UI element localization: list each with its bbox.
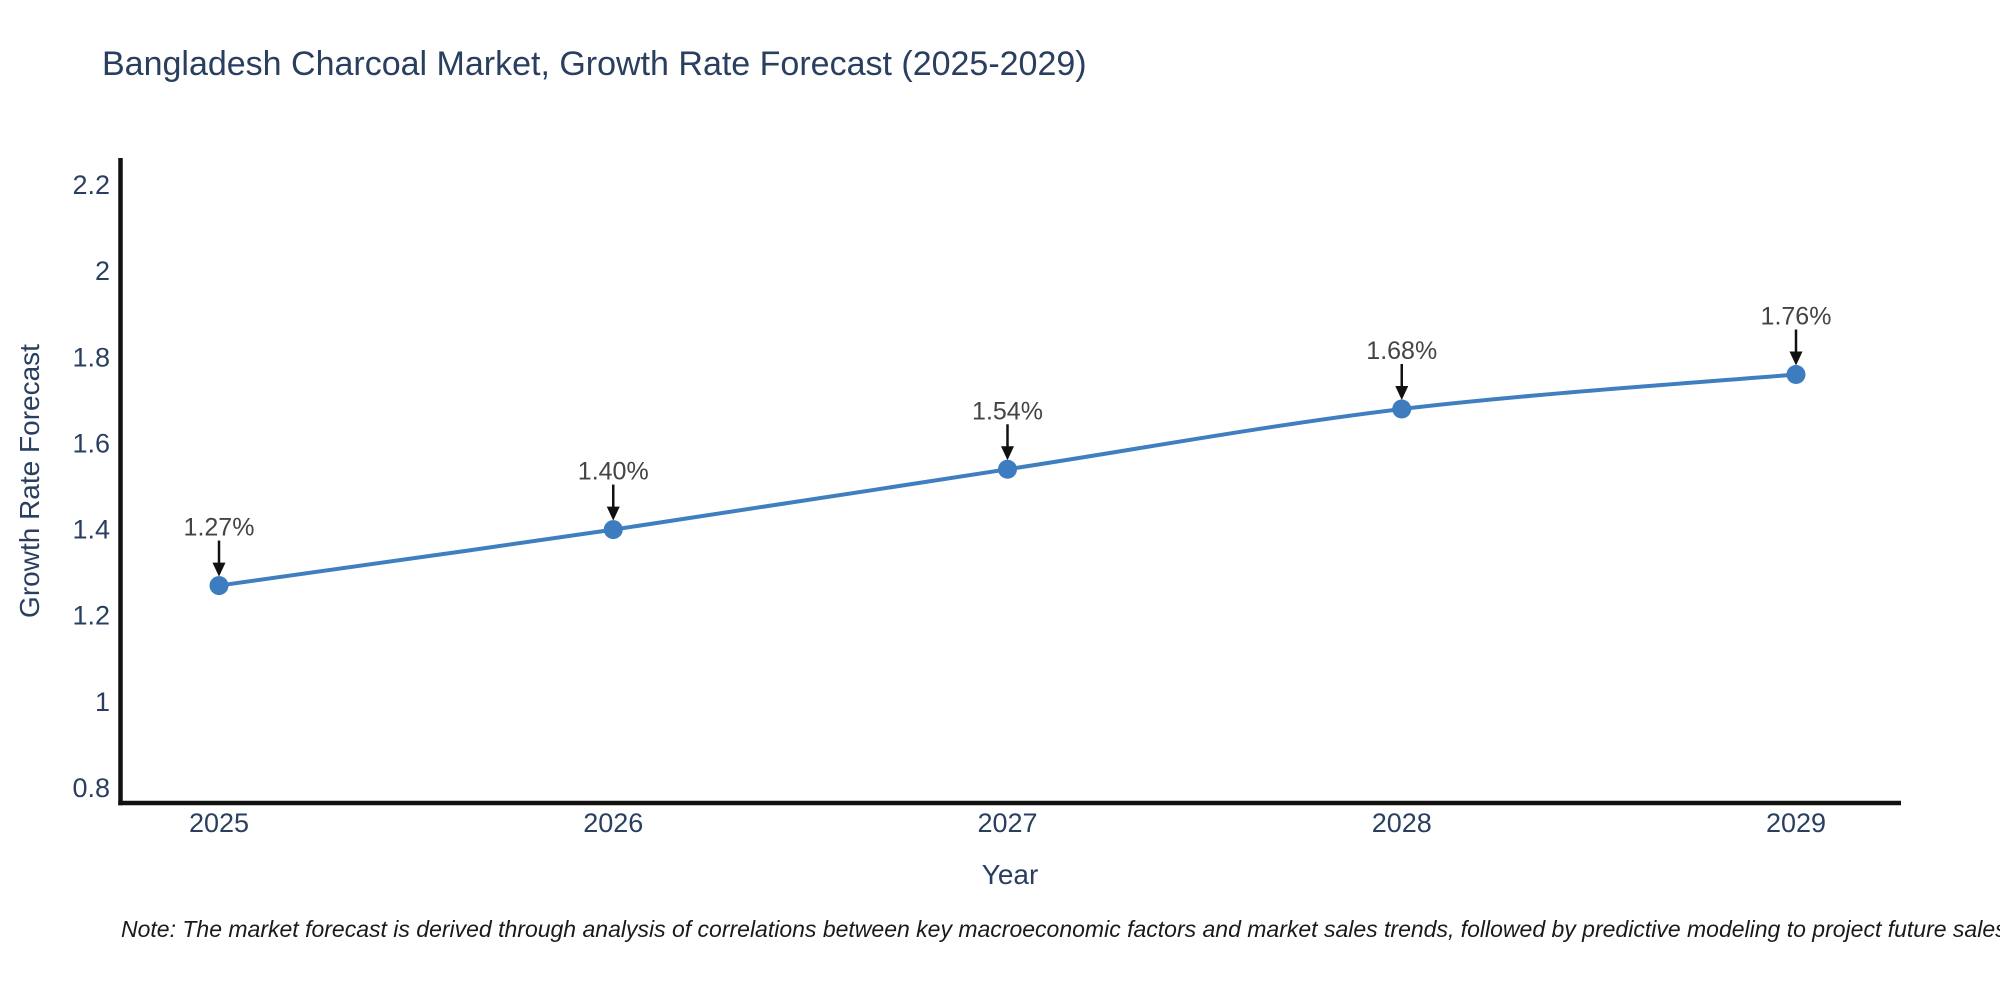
x-tick-label: 2029 (1766, 808, 1826, 838)
note-text: Note: The market forecast is derived thr… (121, 916, 2000, 942)
y-tick-label: 1.6 (72, 428, 110, 458)
data-point-marker[interactable] (1392, 399, 1412, 419)
y-tick-label: 1.8 (72, 342, 110, 372)
data-point-marker[interactable] (998, 459, 1017, 479)
y-tick-label: 0.8 (72, 773, 110, 803)
y-tick-label: 2.2 (72, 170, 110, 200)
x-tick-label: 2027 (977, 808, 1037, 838)
annotation-arrowhead (1789, 351, 1803, 366)
y-tick-label: 1.4 (72, 515, 110, 545)
x-tick-label: 2026 (583, 808, 643, 838)
x-axis-title: Year (981, 859, 1039, 890)
annotation-label: 1.54% (972, 397, 1043, 425)
y-tick-label: 1.2 (72, 601, 110, 631)
y-tick-label: 1 (95, 687, 110, 717)
annotation-label: 1.68% (1366, 337, 1437, 365)
annotation-label: 1.76% (1761, 303, 1832, 331)
data-point-marker[interactable] (603, 520, 623, 540)
data-point-marker[interactable] (1786, 365, 1806, 385)
data-point-marker[interactable] (209, 576, 229, 596)
x-tick-label: 2028 (1372, 808, 1432, 838)
annotation-label: 1.27% (184, 514, 255, 542)
annotation-arrowhead (1001, 446, 1014, 461)
chart-title: Bangladesh Charcoal Market, Growth Rate … (102, 45, 1087, 83)
annotation-arrowhead (1395, 385, 1409, 400)
annotation-label: 1.40% (578, 458, 649, 486)
y-tick-label: 2 (95, 256, 110, 286)
annotation-arrowhead (212, 562, 226, 577)
x-tick-label: 2025 (189, 808, 249, 838)
annotation-arrowhead (606, 506, 620, 521)
